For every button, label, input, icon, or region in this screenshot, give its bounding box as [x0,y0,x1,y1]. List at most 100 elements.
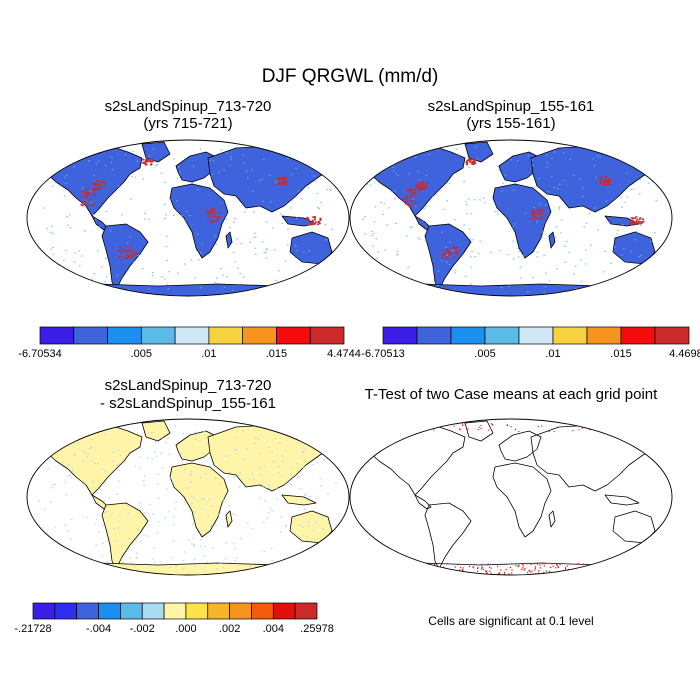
hotspot-cell [319,219,322,222]
significant-cell [622,571,624,573]
speckle-cell [90,439,93,441]
significant-cell [633,571,635,573]
hotspot-cell [411,188,414,191]
hotspot-cell [97,187,100,190]
speckle-cell [331,562,334,564]
hotspot-cell [278,179,280,181]
hotspot-cell [436,291,439,294]
hotspot-cell [405,201,408,203]
speckle-cell [505,180,508,182]
speckle-cell [317,207,319,209]
significant-cell [615,570,617,572]
hotspot-cell [599,180,602,183]
speckle-cell [610,262,612,264]
speckle-cell [397,174,399,177]
speckle-cell [63,259,65,261]
significant-cell [478,426,480,428]
speckle-cell [316,287,319,289]
significant-cell [422,570,424,572]
hotspot-cell [285,183,288,186]
speckle-cell [393,190,396,192]
speckle-cell [258,453,261,455]
colorbar-bin [309,326,345,345]
speckle-cell [259,496,261,499]
speckle-cell [103,512,106,514]
land-greenland [464,141,494,163]
hotspot-cell [420,188,423,190]
speckle-cell [593,165,596,167]
speckle-cell [63,195,66,197]
significant-cell [490,572,492,574]
speckle-cell [296,463,299,465]
speckle-cell [302,526,305,528]
significant-cell [509,567,511,569]
significant-cell [621,565,623,567]
speckle-cell [102,147,104,149]
speckle-cell [194,431,197,433]
colorbar-bin [251,602,274,620]
significant-cell [498,573,500,575]
hotspot-cell [533,213,536,215]
panel-1-title-line1: s2sLandSpinup_713-720 [105,98,272,115]
hotspot-cell [417,181,419,183]
significant-cell [628,570,630,572]
speckle-cell [47,467,50,470]
speckle-cell [186,487,189,489]
speckle-cell [227,476,230,478]
hotspot-cell [540,216,543,218]
speckle-cell [81,554,84,556]
speckle-cell [209,434,212,436]
significant-cell [583,423,585,425]
speckle-cell [73,453,75,455]
speckle-cell [294,245,297,247]
speckle-cell [134,176,137,178]
speckle-cell [554,236,557,238]
hotspot-cell [277,177,280,179]
speckle-cell [54,483,57,485]
land-greenland [141,420,171,442]
hotspot-cell [283,176,286,178]
speckle-cell [190,481,192,483]
hotspot-cell [217,212,220,214]
speckle-cell [418,179,421,181]
significant-cell [409,571,411,574]
hotspot-cell [129,251,131,253]
colorbar-tick-label: -.21728 [14,623,51,635]
speckle-cell [157,483,159,485]
speckle-cell [396,253,398,255]
speckle-cell [166,283,168,285]
hotspot-cell [607,177,610,180]
speckle-cell [364,233,366,235]
significant-cell [379,570,381,572]
speckle-cell [243,458,246,461]
speckle-cell [126,242,129,244]
colorbar-bin [39,326,75,345]
speckle-cell [194,511,197,513]
speckle-cell [565,240,568,243]
hotspot-cell [150,163,153,165]
speckle-cell [152,513,154,515]
hotspot-cell [312,223,315,225]
hotspot-cell [445,256,448,258]
speckle-cell [496,211,499,213]
hotspot-cell [599,179,602,182]
speckle-cell [324,224,327,226]
significant-cell [531,570,533,572]
speckle-cell [121,214,123,216]
speckle-cell [201,508,204,510]
speckle-cell [546,166,548,168]
hotspot-cell [123,293,125,295]
hotspot-cell [599,182,602,185]
speckle-cell [268,446,271,449]
speckle-cell [172,523,175,526]
hotspot-cell [92,187,95,189]
speckle-cell [536,256,539,258]
speckle-cell [78,250,80,252]
speckle-cell [149,504,151,506]
hotspot-cell [282,178,285,180]
significant-cell [622,570,625,573]
hotspot-cell [282,181,285,183]
hotspot-cell [455,250,458,252]
speckle-cell [327,522,330,524]
speckle-cell [253,211,255,213]
